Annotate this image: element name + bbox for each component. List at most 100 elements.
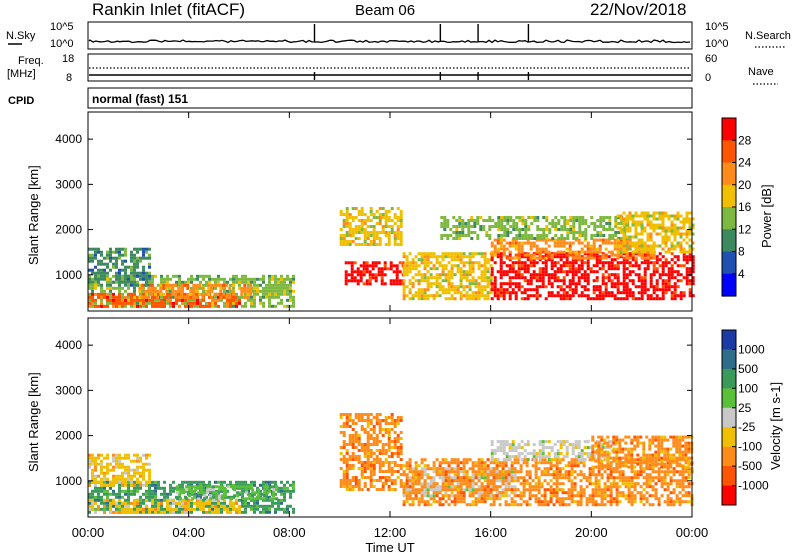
data-cell (145, 283, 148, 287)
data-cell (432, 252, 436, 256)
data-cell (350, 267, 354, 271)
data-cell (523, 279, 527, 283)
data-cell (501, 464, 505, 468)
data-cell (553, 244, 557, 248)
data-cell (619, 229, 623, 233)
data-cell (384, 458, 388, 461)
data-cell (151, 501, 154, 505)
data-cell (604, 294, 608, 298)
data-cell (556, 261, 560, 265)
data-cell (366, 216, 370, 219)
data-cell (345, 479, 349, 482)
data-cell (172, 274, 175, 278)
data-cell (169, 492, 172, 496)
data-cell (241, 489, 244, 493)
data-cell (465, 503, 469, 507)
data-cell (277, 295, 280, 299)
data-cell (529, 241, 533, 245)
data-cell (459, 273, 463, 277)
data-cell (688, 220, 692, 224)
data-cell (643, 244, 647, 248)
data-cell (112, 453, 115, 457)
data-cell (88, 501, 91, 505)
data-cell (154, 495, 157, 499)
data-cell (139, 298, 142, 302)
data-cell (387, 485, 391, 488)
data-cell (136, 510, 139, 514)
data-cell (112, 301, 115, 305)
data-cell (118, 292, 121, 296)
data-cell (417, 470, 421, 474)
data-cell (363, 446, 367, 449)
data-cell (462, 273, 466, 277)
data-cell (611, 237, 615, 240)
data-cell (375, 434, 379, 437)
data-cell (187, 480, 190, 484)
data-cell (477, 461, 481, 465)
data-cell (420, 276, 424, 280)
data-cell (384, 431, 388, 434)
data-cell (184, 301, 187, 305)
data-cell (595, 288, 599, 292)
data-cell (682, 255, 686, 259)
data-cell (115, 262, 118, 266)
data-cell (607, 267, 611, 271)
data-cell (474, 279, 478, 283)
data-cell (253, 301, 256, 305)
data-cell (625, 285, 629, 289)
data-cell (625, 238, 629, 242)
data-cell (408, 467, 412, 471)
data-cell (118, 268, 121, 272)
data-cell (453, 252, 457, 256)
data-cell (405, 464, 409, 468)
data-cell (514, 285, 518, 289)
data-cell (368, 270, 372, 274)
data-cell (88, 259, 91, 263)
data-cell (520, 247, 524, 251)
data-cell (378, 219, 382, 222)
data-cell (593, 222, 597, 225)
data-cell (682, 247, 686, 251)
data-cell (136, 283, 139, 287)
data-cell (257, 494, 261, 498)
data-cell (502, 261, 506, 265)
data-cell (342, 431, 346, 434)
data-cell (625, 276, 629, 280)
data-cell (202, 289, 205, 293)
data-cell (572, 219, 576, 222)
data-cell (485, 231, 489, 234)
data-cell (242, 485, 246, 489)
data-cell (220, 501, 223, 505)
data-cell (643, 226, 647, 230)
data-cell (566, 219, 570, 222)
data-cell (398, 270, 402, 274)
data-cell (532, 256, 536, 260)
data-cell (351, 434, 355, 437)
data-cell (154, 304, 157, 308)
data-cell (664, 226, 668, 230)
data-cell (595, 250, 599, 254)
data-cell (124, 265, 127, 269)
data-cell (342, 225, 346, 228)
data-cell (142, 289, 145, 293)
data-cell (673, 238, 677, 242)
data-cell (196, 480, 199, 484)
data-cell (118, 295, 121, 299)
data-cell (268, 301, 271, 305)
data-cell (616, 256, 620, 260)
data-cell (456, 488, 460, 492)
data-cell (226, 489, 229, 493)
data-cell (232, 501, 235, 505)
data-cell (607, 241, 611, 245)
data-cell (456, 476, 460, 480)
data-cell (462, 276, 466, 280)
data-cell (530, 234, 534, 237)
data-cell (127, 265, 130, 269)
data-cell (390, 231, 394, 234)
data-cell (688, 267, 692, 271)
data-cell (523, 276, 527, 280)
data-cell (500, 216, 504, 219)
data-cell (154, 295, 157, 299)
data-cell (203, 491, 207, 495)
